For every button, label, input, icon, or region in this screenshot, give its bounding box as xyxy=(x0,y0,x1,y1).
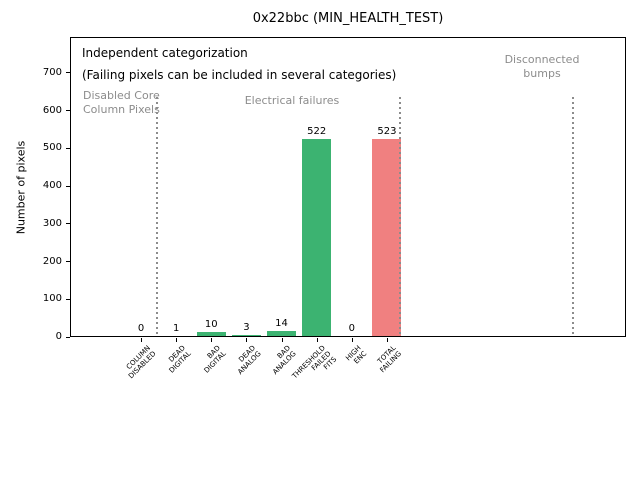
section-label-disconnected-bumps: Disconnected bumps xyxy=(505,53,580,81)
y-tick-label: 600 xyxy=(42,104,62,116)
y-tick-mark xyxy=(66,336,70,338)
y-tick-mark xyxy=(66,298,70,300)
y-tick-label: 100 xyxy=(42,293,62,305)
y-tick-label: 200 xyxy=(42,255,62,267)
y-tick-label: 300 xyxy=(42,217,62,229)
bar-dead-analog xyxy=(231,335,261,336)
y-tick-mark xyxy=(66,110,70,112)
x-tick-mark xyxy=(211,338,213,342)
x-tick-label-dead-digital: DEAD DIGITAL xyxy=(162,344,192,375)
x-tick-mark xyxy=(316,338,318,342)
y-tick-label: 0 xyxy=(55,331,62,342)
annotation-line: (Failing pixels can be included in sever… xyxy=(82,68,397,82)
annotation-line: bumps xyxy=(523,67,561,80)
bar-value-label: 10 xyxy=(204,319,218,330)
section-divider-line xyxy=(399,97,401,337)
y-tick-mark xyxy=(66,72,70,74)
x-tick-label-threshold-failed-fits: THRESHOLD FAILED FITS xyxy=(291,344,339,392)
bar-threshold-failed-fits xyxy=(302,139,332,336)
y-tick-label: 700 xyxy=(42,66,62,78)
x-tick-label-bad-digital: BAD DIGITAL xyxy=(197,344,228,375)
annotation-line: Disabled Core xyxy=(83,89,160,102)
bar-value-label: 14 xyxy=(275,318,288,329)
bar-bad-analog xyxy=(267,331,297,336)
note-independent-categorization: Independent categorization xyxy=(82,45,248,61)
y-tick-label: 400 xyxy=(42,180,62,192)
bar-value-label: 0 xyxy=(137,323,145,334)
plot-area xyxy=(70,37,626,337)
y-tick-mark xyxy=(66,185,70,187)
bar-value-label: 522 xyxy=(307,126,327,137)
bar-total-failing xyxy=(372,139,402,336)
section-label-disabled-core-column-pixels: Disabled Core Column Pixels xyxy=(83,89,160,117)
section-divider-line xyxy=(572,97,574,337)
x-tick-label-dead-analog: DEAD ANALOG xyxy=(231,344,262,376)
y-tick-mark xyxy=(66,223,70,225)
annotation-line: Independent categorization xyxy=(82,46,248,60)
y-tick-mark xyxy=(66,261,70,263)
annotation-line: Disconnected xyxy=(504,53,580,66)
x-tick-mark xyxy=(141,338,142,342)
x-tick-mark xyxy=(351,338,353,342)
y-tick-mark xyxy=(66,147,70,149)
x-tick-mark xyxy=(246,338,248,342)
x-tick-mark xyxy=(176,338,178,342)
bar-bad-digital xyxy=(196,332,226,336)
x-tick-mark xyxy=(281,338,283,342)
section-divider-line xyxy=(156,97,158,337)
bar-value-label: 3 xyxy=(243,322,250,333)
section-label-electrical-failures: Electrical failures xyxy=(245,94,340,108)
x-tick-label-high-enc: HIGH ENC xyxy=(344,344,368,368)
y-tick-label: 500 xyxy=(42,142,62,154)
x-tick-label-column-disabled: COLUMN DISABLED xyxy=(121,344,158,380)
annotation-line: Electrical failures xyxy=(244,94,340,107)
chart-title: 0x22bbc (MIN_HEALTH_TEST) xyxy=(252,11,444,26)
bar-value-label: 1 xyxy=(172,323,180,334)
annotation-line: Column Pixels xyxy=(83,103,160,116)
note-multiple-categories: (Failing pixels can be included in sever… xyxy=(82,67,396,83)
x-tick-mark xyxy=(386,338,388,342)
bar-value-label: 0 xyxy=(348,323,356,334)
x-tick-label-total-failing: TOTAL FAILING xyxy=(373,344,403,374)
bar-value-label: 523 xyxy=(377,126,397,137)
